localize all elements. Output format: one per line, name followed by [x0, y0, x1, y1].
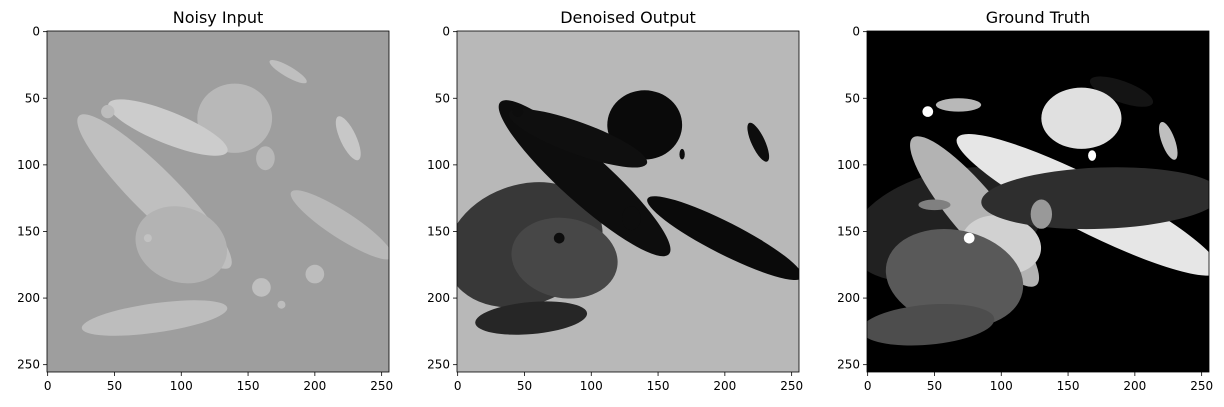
x-tick-label: 50 — [927, 379, 942, 393]
image-blob — [277, 301, 285, 309]
image-blob — [101, 105, 114, 118]
x-tick-label: 50 — [107, 379, 122, 393]
y-tick-label: 250 — [17, 358, 40, 372]
y-tick-label: 100 — [837, 158, 860, 172]
x-tick-label: 200 — [303, 379, 326, 393]
x-tick-label: 0 — [44, 379, 52, 393]
image-blob — [964, 233, 975, 244]
image-blob — [554, 233, 565, 244]
x-tick-label: 0 — [454, 379, 462, 393]
y-tick-label: 50 — [25, 91, 40, 105]
y-tick-label: 0 — [32, 25, 40, 39]
image-blob — [306, 265, 325, 284]
image-blob — [512, 106, 523, 117]
x-tick-label: 100 — [170, 379, 193, 393]
image-blob — [144, 234, 152, 242]
x-tick-label: 100 — [990, 379, 1013, 393]
x-tick-label: 50 — [517, 379, 532, 393]
x-tick-label: 150 — [237, 379, 260, 393]
y-tick-label: 50 — [845, 91, 860, 105]
image-blob — [622, 206, 641, 230]
panel-denoised-output: Denoised Output 0 50 100 150 200 250 0 50 100 150… — [408, 0, 816, 407]
image-blob — [252, 278, 271, 297]
y-tick-label: 150 — [427, 224, 450, 238]
x-tick-label: 100 — [580, 379, 603, 393]
heatmap-plot: 0 50 100 150 200 250 0 50 100 150 200 250 — [0, 0, 408, 407]
image-blob — [1031, 200, 1052, 229]
image-blob — [918, 200, 950, 211]
heatmap-plot: 0 50 100 150 200 250 0 50 100 150 200 250 — [408, 0, 816, 407]
x-tick-label: 150 — [1057, 379, 1080, 393]
y-tick-label: 250 — [427, 358, 450, 372]
y-tick-label: 50 — [435, 91, 450, 105]
image-blob — [922, 106, 933, 117]
image-blob — [679, 149, 684, 160]
x-tick-label: 250 — [370, 379, 393, 393]
x-tick-label: 250 — [780, 379, 803, 393]
image-blob — [1088, 150, 1096, 161]
y-tick-label: 200 — [427, 291, 450, 305]
image-blob — [936, 98, 981, 111]
y-tick-label: 250 — [837, 358, 860, 372]
y-tick-label: 150 — [837, 224, 860, 238]
y-tick-label: 0 — [442, 25, 450, 39]
x-tick-label: 200 — [713, 379, 736, 393]
x-tick-label: 200 — [1123, 379, 1146, 393]
y-tick-label: 200 — [17, 291, 40, 305]
y-tick-label: 100 — [427, 158, 450, 172]
y-tick-label: 0 — [852, 25, 860, 39]
x-tick-label: 150 — [647, 379, 670, 393]
y-tick-label: 100 — [17, 158, 40, 172]
image-blob — [1041, 88, 1121, 149]
panel-ground-truth: Ground Truth 0 50 100 150 200 250 0 50 100 150 200… — [816, 0, 1224, 407]
image-blob — [256, 146, 275, 170]
y-tick-label: 200 — [837, 291, 860, 305]
panel-noisy-input: Noisy Input 0 50 100 150 200 250 0 50 100 150 200 2… — [0, 0, 408, 407]
y-tick-label: 150 — [17, 224, 40, 238]
x-tick-label: 250 — [1190, 379, 1213, 393]
x-tick-label: 0 — [864, 379, 872, 393]
heatmap-plot: 0 50 100 150 200 250 0 50 100 150 200 250 — [816, 0, 1224, 407]
